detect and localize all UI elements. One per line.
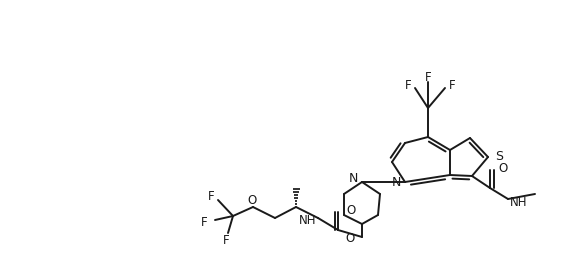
Text: NH: NH bbox=[510, 195, 527, 208]
Text: O: O bbox=[346, 232, 355, 244]
Text: F: F bbox=[404, 78, 411, 91]
Text: O: O bbox=[248, 193, 257, 207]
Text: S: S bbox=[495, 150, 503, 163]
Text: F: F bbox=[223, 234, 230, 247]
Text: O: O bbox=[346, 205, 355, 217]
Text: F: F bbox=[425, 71, 431, 83]
Text: F: F bbox=[208, 190, 214, 202]
Text: N: N bbox=[349, 173, 358, 185]
Text: F: F bbox=[449, 78, 456, 91]
Text: N: N bbox=[391, 177, 401, 190]
Text: NH: NH bbox=[298, 214, 316, 227]
Text: F: F bbox=[200, 215, 207, 229]
Text: O: O bbox=[498, 162, 507, 175]
